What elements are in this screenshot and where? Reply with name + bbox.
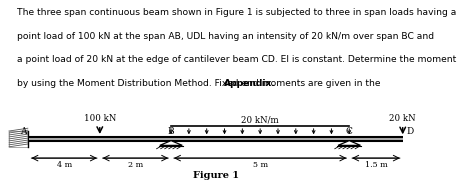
Text: point load of 100 kN at the span AB, UDL having an intensity of 20 kN/m over spa: point load of 100 kN at the span AB, UDL… <box>17 32 434 41</box>
Text: 20 kN: 20 kN <box>390 114 416 124</box>
Text: a point load of 20 kN at the edge of cantilever beam CD. EI is constant. Determi: a point load of 20 kN at the edge of can… <box>17 55 456 64</box>
Text: 5 m: 5 m <box>253 161 268 169</box>
Polygon shape <box>338 141 361 145</box>
Text: 1.5 m: 1.5 m <box>365 161 387 169</box>
Text: B: B <box>168 127 174 136</box>
Text: Figure 1: Figure 1 <box>192 171 238 180</box>
Text: by using the Moment Distribution Method. Fixed end moments are given in the: by using the Moment Distribution Method.… <box>17 79 383 88</box>
Text: Appendix.: Appendix. <box>224 79 275 88</box>
Text: D: D <box>406 127 413 136</box>
Text: 4 m: 4 m <box>56 161 72 169</box>
Text: 2 m: 2 m <box>128 161 143 169</box>
Text: 20 kN/m: 20 kN/m <box>241 115 279 124</box>
Polygon shape <box>160 141 182 145</box>
Text: A: A <box>20 127 27 136</box>
Bar <box>28 137 403 141</box>
Bar <box>9 131 28 147</box>
Text: The three span continuous beam shown in Figure 1 is subjected to three in span l: The three span continuous beam shown in … <box>17 8 456 17</box>
Text: C: C <box>346 127 353 136</box>
Text: 100 kN: 100 kN <box>83 114 116 124</box>
